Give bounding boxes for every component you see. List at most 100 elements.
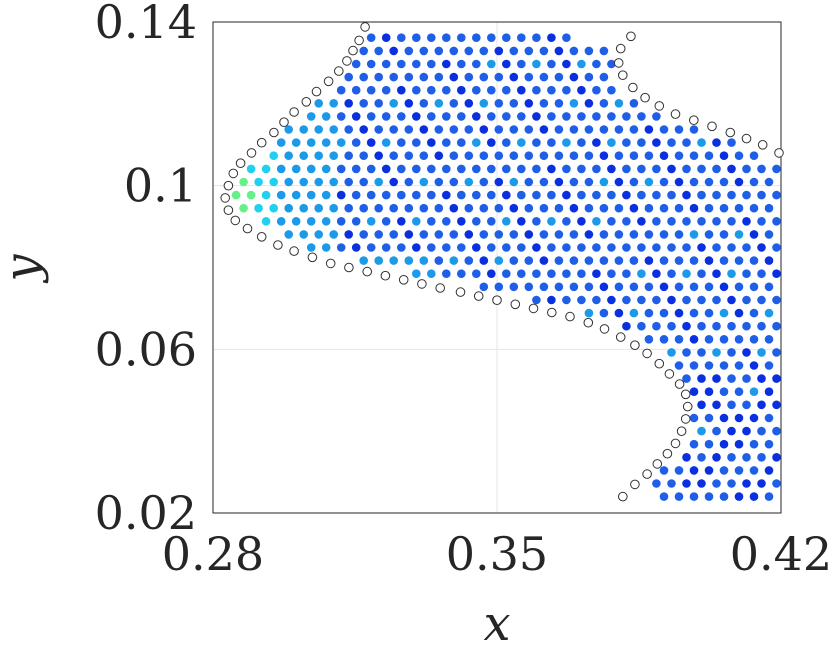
interior-point bbox=[697, 479, 706, 488]
interior-point bbox=[599, 282, 609, 292]
interior-point bbox=[366, 190, 376, 200]
interior-point bbox=[374, 230, 384, 239]
interior-point bbox=[562, 59, 571, 69]
interior-point bbox=[629, 282, 639, 292]
interior-point bbox=[674, 308, 684, 318]
interior-point bbox=[336, 190, 346, 200]
interior-point bbox=[509, 99, 519, 108]
interior-point bbox=[764, 230, 774, 239]
boundary-point bbox=[682, 401, 693, 412]
interior-point bbox=[712, 138, 721, 147]
interior-point bbox=[554, 151, 564, 160]
interior-point bbox=[524, 177, 534, 187]
interior-point bbox=[524, 230, 534, 239]
boundary-point bbox=[473, 291, 484, 301]
interior-point bbox=[336, 217, 346, 226]
interior-point bbox=[577, 190, 586, 200]
interior-point bbox=[577, 243, 586, 252]
interior-point bbox=[577, 59, 586, 69]
interior-point bbox=[321, 243, 331, 252]
interior-point bbox=[562, 217, 571, 226]
interior-point bbox=[712, 321, 721, 331]
interior-point bbox=[299, 230, 309, 239]
interior-point bbox=[539, 203, 549, 213]
interior-point bbox=[472, 85, 481, 95]
interior-point bbox=[592, 190, 601, 200]
interior-point bbox=[351, 217, 361, 226]
interior-point bbox=[306, 217, 316, 226]
interior-point bbox=[291, 217, 301, 226]
interior-point bbox=[712, 479, 721, 488]
interior-point bbox=[404, 230, 414, 239]
interior-point bbox=[554, 203, 564, 213]
interior-point bbox=[239, 203, 248, 213]
interior-point bbox=[742, 295, 751, 305]
interior-point bbox=[764, 439, 774, 449]
interior-point bbox=[412, 217, 421, 226]
interior-point bbox=[547, 243, 556, 252]
interior-point bbox=[644, 203, 654, 213]
interior-point bbox=[344, 203, 354, 213]
interior-point bbox=[517, 59, 526, 69]
interior-point bbox=[569, 99, 579, 108]
interior-point bbox=[734, 256, 744, 265]
interior-point bbox=[674, 282, 684, 292]
interior-point bbox=[719, 466, 729, 475]
interior-point bbox=[547, 138, 556, 147]
interior-point bbox=[734, 492, 744, 501]
boundary-point bbox=[269, 127, 279, 138]
interior-point bbox=[306, 112, 316, 121]
interior-point bbox=[622, 269, 631, 279]
interior-point bbox=[276, 190, 286, 200]
interior-point bbox=[667, 295, 676, 305]
interior-point bbox=[652, 190, 661, 200]
interior-point bbox=[457, 217, 466, 226]
interior-point bbox=[487, 33, 496, 42]
boundary-point bbox=[289, 107, 299, 117]
boundary-point bbox=[662, 448, 673, 459]
interior-point bbox=[607, 295, 616, 305]
interior-point bbox=[569, 282, 579, 292]
interior-point bbox=[749, 151, 759, 160]
interior-point bbox=[554, 125, 564, 134]
interior-point bbox=[517, 138, 526, 147]
interior-point bbox=[764, 335, 774, 344]
interior-point bbox=[727, 164, 736, 174]
interior-point bbox=[517, 112, 526, 121]
interior-point bbox=[547, 269, 556, 279]
interior-point bbox=[472, 164, 481, 174]
interior-point bbox=[381, 190, 391, 200]
interior-point bbox=[712, 295, 721, 305]
interior-point bbox=[532, 295, 541, 305]
interior-point bbox=[524, 203, 534, 213]
interior-point bbox=[449, 203, 459, 213]
boundary-point bbox=[618, 491, 628, 502]
interior-point bbox=[734, 308, 744, 318]
interior-point bbox=[629, 125, 639, 134]
interior-point bbox=[682, 479, 691, 488]
interior-point bbox=[749, 282, 759, 292]
interior-point bbox=[614, 203, 624, 213]
boundary-point bbox=[680, 389, 691, 400]
boundary-point bbox=[362, 266, 373, 277]
interior-point bbox=[749, 256, 759, 265]
interior-point bbox=[622, 112, 631, 121]
interior-point bbox=[644, 151, 654, 160]
interior-point bbox=[449, 99, 459, 108]
boundary-point bbox=[279, 117, 289, 127]
interior-point bbox=[479, 230, 489, 239]
boundary-point bbox=[242, 223, 253, 234]
interior-point bbox=[299, 125, 309, 134]
interior-point bbox=[539, 230, 549, 239]
data-points bbox=[220, 22, 784, 502]
interior-point bbox=[479, 177, 489, 187]
boundary-point bbox=[599, 324, 610, 334]
interior-point bbox=[727, 243, 736, 252]
interior-point bbox=[487, 85, 496, 95]
interior-point bbox=[314, 151, 324, 160]
boundary-point bbox=[398, 275, 409, 285]
interior-point bbox=[749, 413, 759, 423]
interior-point bbox=[509, 46, 519, 56]
interior-point bbox=[502, 190, 511, 200]
interior-point bbox=[464, 46, 474, 56]
